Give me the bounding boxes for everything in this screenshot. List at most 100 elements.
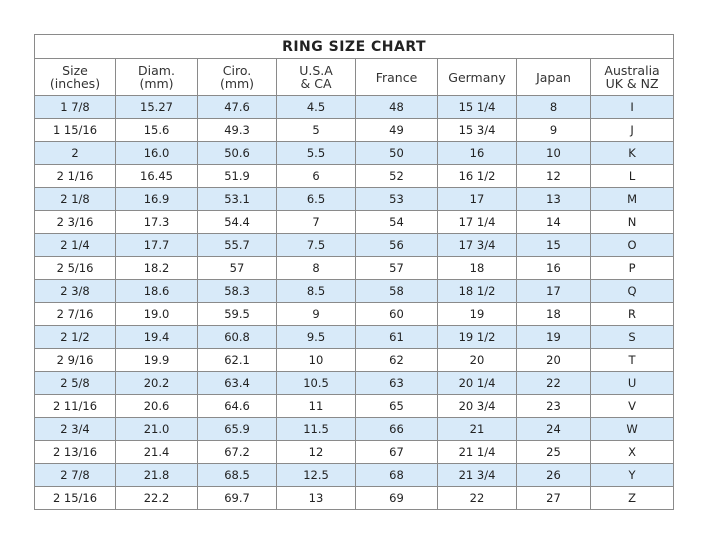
cell-germany: 22 [437,486,517,510]
cell-usa-ca: 7.5 [276,233,356,257]
table-row: 2 3/4 21.0 65.9 11.5 66 21 24 W [34,417,675,441]
column-header-australia-uk-nz: Australia UK & NZ [589,58,675,96]
table-row: 1 15/16 15.6 49.3 5 49 15 3/4 9 J [34,118,675,142]
cell-france: 52 [355,164,438,188]
table-row: 2 1/16 16.45 51.9 6 52 16 1/2 12 L [34,164,675,188]
column-header-usa-ca: U.S.A & CA [276,58,356,96]
cell-diameter-mm: 16.45 [115,164,198,188]
cell-japan: 15 [516,233,591,257]
table-row: 2 15/16 22.2 69.7 13 69 22 27 Z [34,486,675,510]
cell-usa-ca: 9 [276,302,356,326]
cell-france: 68 [355,463,438,487]
cell-usa-ca: 5 [276,118,356,142]
table-row: 2 11/16 20.6 64.6 11 65 20 3/4 23 V [34,394,675,418]
cell-usa-ca: 5.5 [276,141,356,165]
cell-diameter-mm: 20.6 [115,394,198,418]
cell-germany: 15 1/4 [437,95,517,119]
cell-diameter-mm: 19.9 [115,348,198,372]
cell-usa-ca: 10 [276,348,356,372]
cell-germany: 20 1/4 [437,371,517,395]
cell-usa-ca: 6 [276,164,356,188]
cell-france: 49 [355,118,438,142]
cell-usa-ca: 7 [276,210,356,234]
cell-circumference-mm: 68.5 [197,463,277,487]
cell-circumference-mm: 49.3 [197,118,277,142]
cell-circumference-mm: 54.4 [197,210,277,234]
cell-usa-ca: 8 [276,256,356,280]
column-header-text: UK & NZ [605,76,659,91]
cell-size-inches: 2 3/8 [34,279,116,303]
cell-usa-ca: 9.5 [276,325,356,349]
cell-france: 54 [355,210,438,234]
cell-diameter-mm: 21.8 [115,463,198,487]
table-body: 1 7/8 15.27 47.6 4.5 48 15 1/4 8 I 1 15/16 15.6 49… [34,95,675,510]
cell-australia-uk-nz: O [589,233,675,257]
cell-australia-uk-nz: Y [589,463,675,487]
cell-france: 60 [355,302,438,326]
table-row: 2 3/16 17.3 54.4 7 54 17 1/4 14 N [34,210,675,234]
cell-australia-uk-nz: V [589,394,675,418]
cell-japan: 13 [516,187,591,211]
cell-japan: 24 [516,417,591,441]
cell-australia-uk-nz: K [589,141,675,165]
cell-circumference-mm: 65.9 [197,417,277,441]
cell-diameter-mm: 20.2 [115,371,198,395]
cell-circumference-mm: 64.6 [197,394,277,418]
cell-japan: 9 [516,118,591,142]
column-header-text: Diam. [138,63,175,78]
cell-diameter-mm: 22.2 [115,486,198,510]
cell-size-inches: 2 9/16 [34,348,116,372]
cell-circumference-mm: 50.6 [197,141,277,165]
cell-australia-uk-nz: M [589,187,675,211]
column-header-size-inches: Size (inches) [34,58,116,96]
cell-france: 58 [355,279,438,303]
cell-japan: 10 [516,141,591,165]
cell-usa-ca: 8.5 [276,279,356,303]
cell-france: 50 [355,141,438,165]
cell-france: 48 [355,95,438,119]
cell-diameter-mm: 21.4 [115,440,198,464]
cell-circumference-mm: 51.9 [197,164,277,188]
cell-france: 69 [355,486,438,510]
cell-germany: 16 1/2 [437,164,517,188]
column-header-text: Germany [448,69,506,85]
column-header-text: France [375,69,418,85]
cell-germany: 18 [437,256,517,280]
cell-japan: 16 [516,256,591,280]
cell-size-inches: 2 [34,141,116,165]
cell-circumference-mm: 59.5 [197,302,277,326]
table-title: RING SIZE CHART [33,34,675,59]
cell-size-inches: 2 5/8 [34,371,116,395]
cell-japan: 12 [516,164,591,188]
table-row: 2 7/16 19.0 59.5 9 60 19 18 R [34,302,675,326]
cell-usa-ca: 4.5 [276,95,356,119]
cell-japan: 20 [516,348,591,372]
cell-diameter-mm: 16.9 [115,187,198,211]
cell-circumference-mm: 58.3 [197,279,277,303]
cell-size-inches: 2 3/4 [34,417,116,441]
cell-france: 53 [355,187,438,211]
column-header-japan: Japan [516,58,591,96]
cell-australia-uk-nz: J [589,118,675,142]
cell-japan: 18 [516,302,591,326]
cell-australia-uk-nz: L [589,164,675,188]
cell-circumference-mm: 63.4 [197,371,277,395]
column-header-germany: Germany [437,58,517,96]
cell-germany: 21 [437,417,517,441]
column-header-text: (mm) [139,76,174,91]
cell-usa-ca: 6.5 [276,187,356,211]
table-row: 1 7/8 15.27 47.6 4.5 48 15 1/4 8 I [34,95,675,119]
cell-circumference-mm: 47.6 [197,95,277,119]
cell-germany: 16 [437,141,517,165]
cell-france: 63 [355,371,438,395]
cell-size-inches: 2 1/2 [34,325,116,349]
cell-size-inches: 2 1/4 [34,233,116,257]
cell-diameter-mm: 19.4 [115,325,198,349]
cell-france: 65 [355,394,438,418]
cell-france: 62 [355,348,438,372]
column-header-text: & CA [300,76,332,91]
cell-australia-uk-nz: W [589,417,675,441]
cell-usa-ca: 12 [276,440,356,464]
column-header-diameter-mm: Diam. (mm) [115,58,198,96]
column-header-text: Ciro. [222,63,252,78]
